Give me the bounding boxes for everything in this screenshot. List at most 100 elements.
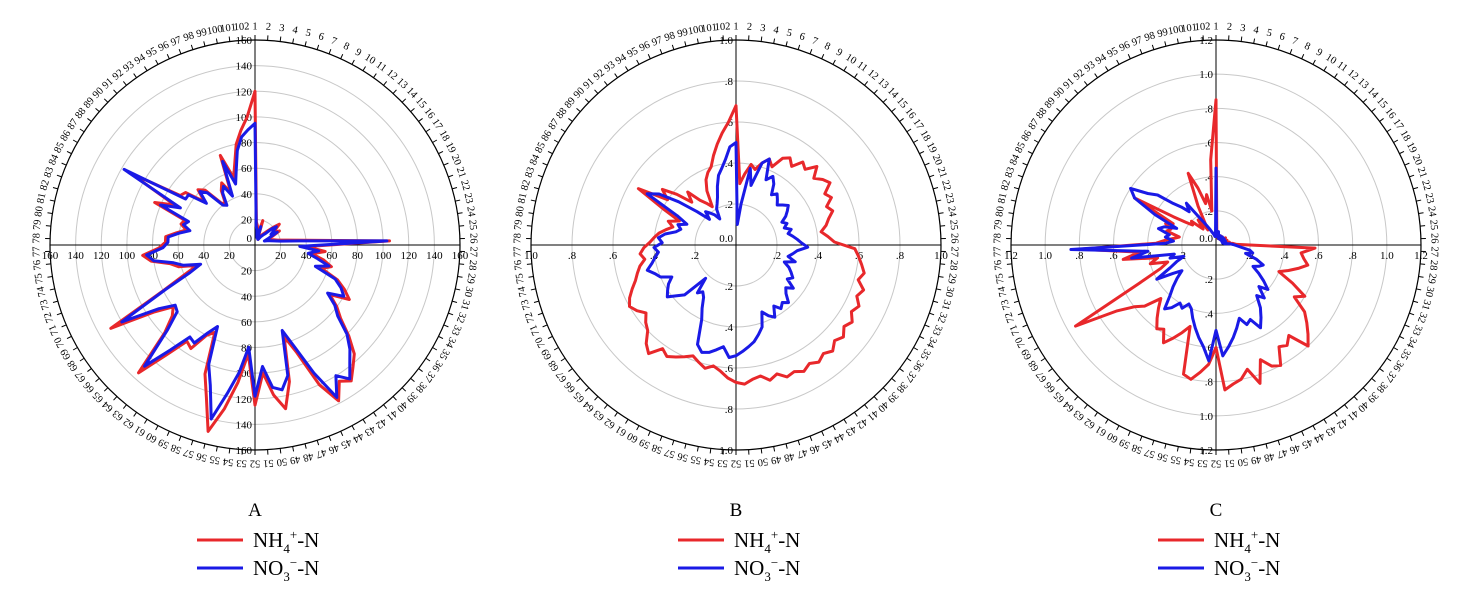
angular-tick <box>531 289 536 290</box>
angular-tick <box>685 444 686 449</box>
angular-label: 46 <box>1288 441 1302 455</box>
angular-label: 53 <box>1197 457 1208 469</box>
angular-label: 55 <box>690 453 702 466</box>
angular-label: 74 <box>516 285 529 298</box>
angular-label: 43 <box>843 423 858 438</box>
angular-label: 80 <box>514 206 526 218</box>
legend-label: NO3−-N <box>734 555 800 584</box>
angular-label: 18 <box>1397 129 1412 144</box>
angular-label: 23 <box>1423 192 1436 205</box>
angular-label: 8 <box>1302 41 1311 53</box>
angular-tick <box>939 276 944 277</box>
angular-tick <box>229 37 230 42</box>
angular-tick <box>907 358 911 361</box>
angular-label: 2 <box>265 22 271 33</box>
angular-tick <box>411 378 415 381</box>
angular-label: 80 <box>994 206 1006 218</box>
angular-label: 77 <box>992 246 1003 257</box>
angular-label: 95 <box>1106 46 1120 61</box>
angular-tick <box>341 54 343 59</box>
angular-label: 31 <box>458 298 471 311</box>
angular-label: 75 <box>994 272 1006 284</box>
angular-tick <box>1254 39 1255 44</box>
angular-tick <box>444 325 449 327</box>
radar-panel-B: .2.2.2.2.4.4.4.4.6.6.6.6.8.8.8.81.01.01.… <box>512 21 959 584</box>
angular-tick <box>660 436 662 441</box>
axis-tick-label: 160 <box>236 445 253 457</box>
angular-label: 6 <box>798 31 806 43</box>
panel-label: A <box>248 500 262 521</box>
angular-label: 52 <box>250 458 261 469</box>
angular-tick <box>625 66 628 70</box>
angular-label: 95 <box>626 46 640 61</box>
angular-label: 4 <box>1252 25 1260 37</box>
angular-label: 29 <box>945 272 957 284</box>
angular-tick <box>929 313 934 315</box>
angular-label: 79 <box>993 219 1005 230</box>
angular-tick <box>104 99 108 102</box>
axis-tick-label: .8 <box>896 250 905 262</box>
angular-label: 24 <box>945 206 958 219</box>
angular-tick <box>697 39 698 44</box>
angular-label: 6 <box>1278 31 1286 43</box>
angular-tick <box>1190 37 1191 42</box>
axis-tick-label: 1.0 <box>719 445 733 457</box>
angular-label: 77 <box>512 246 523 257</box>
angular-tick <box>615 412 618 416</box>
axis-tick-label: 20 <box>224 250 236 262</box>
angular-tick <box>87 118 91 121</box>
angular-tick <box>47 213 52 214</box>
angular-tick <box>1324 419 1327 423</box>
angular-label: 31 <box>1419 298 1432 311</box>
axis-tick-label: 40 <box>241 291 253 303</box>
angular-tick <box>710 448 711 453</box>
axis-tick-label: 20 <box>241 214 253 226</box>
axis-tick-label: 140 <box>236 61 253 73</box>
angular-tick <box>1008 213 1013 214</box>
legend-item-nh4: NH4+-N <box>678 527 800 556</box>
angular-label: 56 <box>676 450 689 463</box>
axis-tick-label: 120 <box>236 394 253 406</box>
axis-tick-label: 160 <box>236 35 253 47</box>
legend-label: NO3−-N <box>1214 555 1280 584</box>
angular-label: 17 <box>429 117 444 132</box>
angular-tick <box>637 60 639 64</box>
angular-tick <box>384 81 387 85</box>
angular-tick <box>595 90 598 94</box>
angular-label: 33 <box>449 323 463 337</box>
angular-tick <box>419 369 423 372</box>
angular-label: 97 <box>650 35 664 49</box>
angular-label: 20 <box>1410 153 1424 167</box>
angular-label: 73 <box>520 298 533 311</box>
angular-tick <box>1394 348 1398 351</box>
angular-tick <box>854 412 857 416</box>
angular-label: 33 <box>930 323 944 337</box>
legend-label-sub: 3 <box>1244 569 1251 584</box>
angular-tick <box>939 213 944 214</box>
angular-label: 28 <box>1427 259 1439 270</box>
angular-label: 45 <box>820 436 834 450</box>
angular-tick <box>786 444 787 449</box>
angular-label: 19 <box>443 141 458 155</box>
angular-tick <box>1095 74 1098 78</box>
angular-label: 77 <box>31 246 42 257</box>
angular-tick <box>1324 66 1327 70</box>
angular-label: 45 <box>1300 436 1314 450</box>
legend-label-sup: + <box>290 527 297 542</box>
angular-label: 9 <box>1314 47 1324 59</box>
angular-label: 30 <box>943 285 956 298</box>
angular-tick <box>1105 66 1108 70</box>
legend-label-main: NH <box>734 528 764 552</box>
angular-label: 20 <box>930 153 944 167</box>
angular-tick <box>167 54 169 59</box>
angular-label: 29 <box>464 272 476 284</box>
angular-label: 83 <box>1003 166 1017 180</box>
axis-tick-label: 140 <box>426 250 443 262</box>
angular-label: 60 <box>626 430 640 445</box>
angular-label: 3 <box>760 23 767 35</box>
angular-tick <box>1065 388 1069 391</box>
angular-label: 31 <box>939 298 952 311</box>
angular-label: 58 <box>650 441 664 455</box>
angular-tick <box>448 175 453 177</box>
angular-label: 78 <box>992 233 1003 244</box>
